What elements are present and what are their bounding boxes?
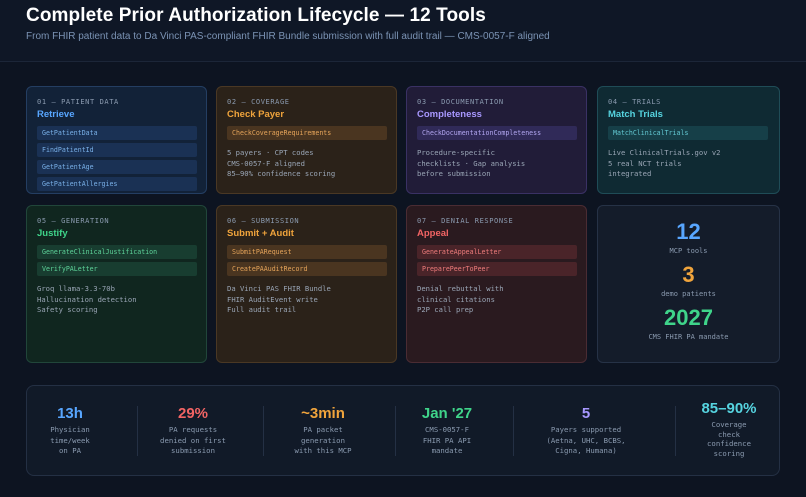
metrics-bar: 13h Physician time/week on PA 29% PA req…: [26, 385, 780, 476]
card-title: Retrieve: [37, 109, 75, 120]
metric-confidence: 85–90% Coverage check confidence scoring: [683, 386, 775, 475]
tool-chip: GenerateClinicalJustification: [37, 245, 197, 259]
card-label: 06 — SUBMISSION: [227, 217, 300, 225]
metric-physician-time: 13h Physician time/week on PA: [27, 386, 113, 475]
tool-chip: CheckCoverageRequirements: [227, 126, 387, 140]
metric-value: 13h: [57, 405, 83, 422]
stat-value: 3: [682, 262, 695, 287]
divider: [675, 406, 676, 456]
tool-chip: GetPatientAge: [37, 160, 197, 174]
tool-chip: CheckDocumentationCompleteness: [417, 126, 577, 140]
card-title: Completeness: [417, 109, 482, 120]
header: Complete Prior Authorization Lifecycle —…: [0, 0, 806, 62]
metric-payers: 5 Payers supported (Aetna, UHC, BCBS, Ci…: [519, 386, 653, 475]
metric-label: Coverage check confidence scoring: [707, 420, 751, 458]
page-title: Complete Prior Authorization Lifecycle —…: [26, 5, 486, 26]
tool-chip: PreparePeerToPeer: [417, 262, 577, 276]
card-label: 07 — DENIAL RESPONSE: [417, 217, 514, 225]
tool-chip: GetPatientAllergies: [37, 177, 197, 191]
stat-value: 12: [676, 219, 701, 244]
metric-label: Payers supported (Aetna, UHC, BCBS, Cign…: [546, 425, 626, 455]
stat-label: MCP tools: [669, 247, 708, 255]
stat-label: demo patients: [661, 290, 716, 298]
stat-label: CMS FHIR PA mandate: [648, 333, 729, 341]
tool-chip: FindPatientId: [37, 143, 197, 157]
card-title: Check Payer: [227, 109, 285, 120]
metric-label: PA packet generation with this MCP: [294, 425, 352, 455]
card-description: Groq llama-3.3-70b Hallucination detecti…: [37, 284, 137, 314]
divider: [137, 406, 138, 456]
card-coverage: 02 — COVERAGE Check Payer CheckCoverageR…: [216, 86, 397, 194]
card-title: Match Trials: [608, 109, 663, 120]
card-label: 01 — PATIENT DATA: [37, 98, 119, 106]
divider: [513, 406, 514, 456]
card-description: Procedure-specific checklists · Gap anal…: [417, 148, 526, 178]
tool-chip: CreatePAAuditRecord: [227, 262, 387, 276]
card-documentation: 03 — DOCUMENTATION Completeness CheckDoc…: [406, 86, 587, 194]
metric-generation-time: ~3min PA packet generation with this MCP: [273, 386, 373, 475]
card-title: Justify: [37, 228, 68, 239]
page-subtitle: From FHIR patient data to Da Vinci PAS-c…: [26, 31, 550, 42]
metric-value: ~3min: [301, 405, 345, 422]
divider: [395, 406, 396, 456]
divider: [263, 406, 264, 456]
metric-value: 85–90%: [701, 400, 757, 417]
card-submission: 06 — SUBMISSION Submit + Audit SubmitPAR…: [216, 205, 397, 363]
metric-label: CMS-0057-F FHIR PA API mandate: [422, 425, 472, 455]
card-denial-response: 07 — DENIAL RESPONSE Appeal GenerateAppe…: [406, 205, 587, 363]
tool-chip: MatchClinicalTrials: [608, 126, 768, 140]
metric-value: 29%: [177, 405, 209, 422]
card-description: Denial rebuttal with clinical citations …: [417, 284, 504, 314]
tool-chip: SubmitPARequest: [227, 245, 387, 259]
card-label: 05 — GENERATION: [37, 217, 110, 225]
card-label: 03 — DOCUMENTATION: [417, 98, 504, 106]
stat-value: 2027: [664, 305, 713, 330]
card-patient-data: 01 — PATIENT DATA Retrieve GetPatientDat…: [26, 86, 207, 194]
card-description: Live ClinicalTrials.gov v2 5 real NCT tr…: [608, 148, 721, 178]
card-label: 02 — COVERAGE: [227, 98, 290, 106]
metric-mandate: Jan '27 CMS-0057-F FHIR PA API mandate: [401, 386, 493, 475]
card-title: Submit + Audit: [227, 228, 294, 239]
tool-chip: GenerateAppealLetter: [417, 245, 577, 259]
metric-denial-rate: 29% PA requests denied on first submissi…: [145, 386, 241, 475]
card-label: 04 — TRIALS: [608, 98, 661, 106]
tool-chip: GetPatientData: [37, 126, 197, 140]
metric-label: Physician time/week on PA: [50, 425, 90, 455]
card-description: 5 payers · CPT codes CMS-0057-F aligned …: [227, 148, 336, 178]
metric-value: Jan '27: [421, 405, 473, 422]
metric-label: PA requests denied on first submission: [160, 425, 226, 455]
stats-card: 12 MCP tools 3 demo patients 2027 CMS FH…: [597, 205, 780, 363]
metric-value: 5: [581, 405, 591, 422]
card-description: Da Vinci PAS FHIR Bundle FHIR AuditEvent…: [227, 284, 331, 314]
card-generation: 05 — GENERATION Justify GenerateClinical…: [26, 205, 207, 363]
tool-chip: VerifyPALetter: [37, 262, 197, 276]
card-trials: 04 — TRIALS Match Trials MatchClinicalTr…: [597, 86, 780, 194]
card-title: Appeal: [417, 228, 449, 239]
